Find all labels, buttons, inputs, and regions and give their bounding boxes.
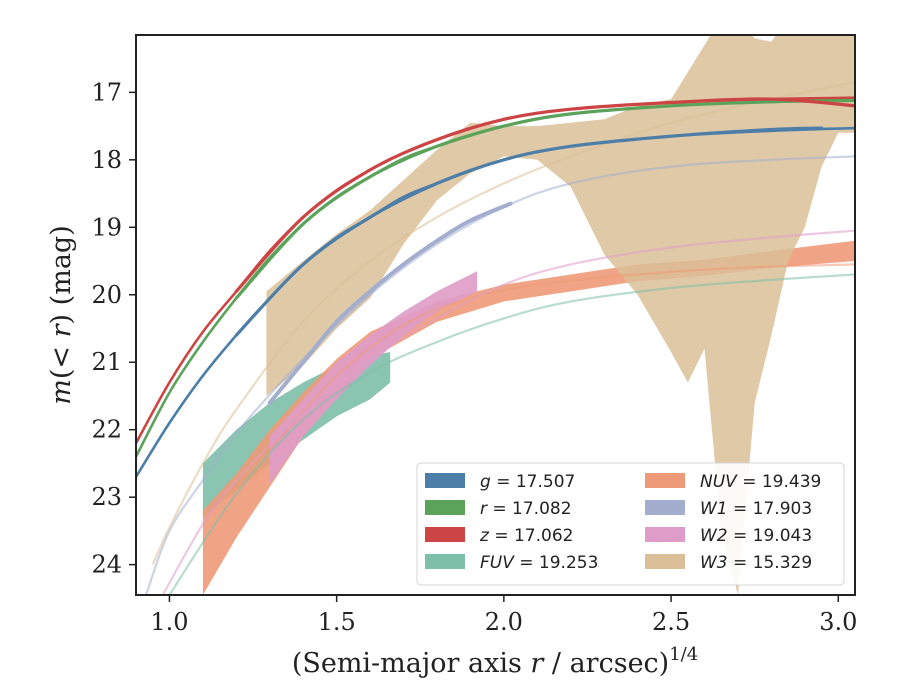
x-tick-label: 1.5	[318, 608, 356, 636]
model-curve-w3	[151, 81, 855, 566]
model-curve-w2	[161, 229, 855, 595]
x-axis-label: (Semi-major axis r / arcsec)1/4	[292, 644, 698, 679]
model-curve-nuv	[268, 263, 855, 451]
y-axis-label-open: (	[46, 369, 77, 380]
y-axis-label: m(< r) (mag)	[46, 225, 77, 404]
x-tick-label: 3.0	[819, 608, 857, 636]
y-axis-label-close: ) (mag)	[46, 225, 77, 324]
x-axis-label-rest: / arcsec)	[543, 648, 669, 679]
data-line-r	[234, 98, 855, 300]
y-axis-ticks: 17 18 19 20 21 22 23 24	[91, 78, 136, 579]
y-axis-label-m: m	[46, 379, 77, 405]
y-tick-label: 17	[91, 78, 122, 106]
legend-swatch-w2	[645, 527, 685, 542]
x-axis-ticks: 1.0 1.5 2.0 2.5 3.0	[150, 595, 857, 636]
x-tick-label: 1.0	[150, 608, 188, 636]
legend-entries: g = 17.507 r = 17.082 z = 17.062 FUV = 19.2…	[425, 472, 821, 573]
legend-box	[416, 462, 845, 586]
x-tick-label: 2.5	[652, 608, 690, 636]
legend-swatch-w3	[645, 554, 685, 569]
band-w2	[269, 271, 478, 484]
x-axis-label-main: (Semi-major axis	[292, 648, 531, 679]
y-tick-label: 23	[91, 483, 122, 511]
legend-label-w1: W1 = 17.903	[700, 499, 812, 519]
data-line-w1	[267, 201, 513, 405]
y-tick-label: 19	[91, 213, 122, 241]
legend-swatch-nuv	[645, 473, 685, 488]
y-axis-label-lt: <	[46, 337, 77, 368]
plot-frame	[135, 34, 856, 596]
y-tick-label: 21	[91, 348, 122, 376]
band-w3	[266, 35, 855, 595]
y-tick-label: 22	[91, 416, 122, 444]
legend-label-w2: W2 = 19.043	[700, 526, 812, 546]
legend-label-g: g = 17.507	[480, 472, 575, 492]
legend: g = 17.507 r = 17.082 z = 17.062 FUV = 19.2…	[416, 462, 845, 586]
legend-swatch-g	[425, 473, 465, 488]
data-lines	[136, 96, 855, 478]
legend-swatch-fuv	[425, 554, 465, 569]
model-curves	[144, 81, 855, 595]
y-axis-label-r: r	[46, 322, 77, 337]
legend-label-fuv: FUV = 19.253	[480, 553, 598, 573]
x-axis-label-exponent: 1/4	[669, 644, 698, 665]
data-line-g	[234, 126, 824, 337]
y-tick-label: 18	[91, 146, 122, 174]
legend-label-z: z = 17.062	[479, 526, 573, 546]
data-line-z	[234, 97, 855, 293]
model-curve-fuv	[168, 273, 855, 595]
x-axis-label-var: r	[530, 648, 545, 679]
y-tick-label: 24	[91, 551, 122, 579]
model-curve-w1	[144, 155, 855, 595]
legend-label-r: r = 17.082	[480, 499, 572, 519]
x-tick-label: 2.0	[485, 608, 523, 636]
y-tick-label: 20	[91, 281, 122, 309]
legend-swatch-z	[425, 527, 465, 542]
legend-label-w3: W3 = 15.329	[700, 553, 812, 573]
legend-label-nuv: NUV = 19.439	[700, 472, 821, 492]
legend-swatch-r	[425, 500, 465, 515]
legend-swatch-w1	[645, 500, 685, 515]
